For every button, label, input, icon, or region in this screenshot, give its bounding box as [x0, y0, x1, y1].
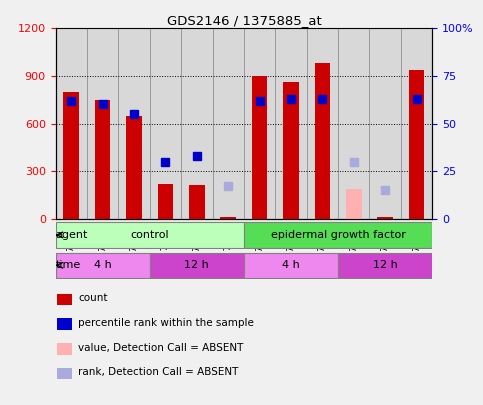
Bar	[57, 294, 72, 305]
Bar	[369, 28, 401, 219]
Text: percentile rank within the sample: percentile rank within the sample	[78, 318, 254, 328]
Bar	[126, 115, 142, 219]
Bar	[314, 63, 330, 219]
Text: 12 h: 12 h	[373, 260, 398, 270]
Text: 12 h: 12 h	[185, 260, 209, 270]
Bar	[244, 28, 275, 219]
Bar	[377, 217, 393, 219]
Text: 4 h: 4 h	[282, 260, 300, 270]
Text: agent: agent	[56, 230, 88, 240]
Bar	[57, 318, 72, 330]
Bar	[346, 190, 362, 219]
Bar	[95, 100, 111, 219]
Bar	[401, 28, 432, 219]
Bar	[150, 253, 244, 278]
Bar	[181, 28, 213, 219]
Bar	[56, 222, 244, 247]
Bar	[57, 343, 72, 354]
Bar	[275, 28, 307, 219]
Bar	[338, 28, 369, 219]
Bar	[189, 185, 205, 219]
Bar	[220, 217, 236, 219]
Bar	[307, 28, 338, 219]
Text: control: control	[130, 230, 169, 240]
Bar	[157, 184, 173, 219]
Bar	[213, 28, 244, 219]
Text: epidermal growth factor: epidermal growth factor	[270, 230, 406, 240]
Text: time: time	[56, 260, 81, 270]
Text: rank, Detection Call = ABSENT: rank, Detection Call = ABSENT	[78, 367, 239, 377]
Bar	[338, 253, 432, 278]
Bar	[118, 28, 150, 219]
Bar	[57, 368, 72, 379]
Bar	[283, 82, 299, 219]
Bar	[244, 222, 432, 247]
Bar	[150, 28, 181, 219]
Text: 4 h: 4 h	[94, 260, 112, 270]
Title: GDS2146 / 1375885_at: GDS2146 / 1375885_at	[167, 14, 321, 27]
Text: count: count	[78, 294, 108, 303]
Text: value, Detection Call = ABSENT: value, Detection Call = ABSENT	[78, 343, 243, 353]
Bar	[87, 28, 118, 219]
Bar	[252, 76, 268, 219]
Bar	[244, 253, 338, 278]
Bar	[56, 28, 87, 219]
Bar	[409, 70, 425, 219]
Bar	[56, 253, 150, 278]
Bar	[63, 92, 79, 219]
